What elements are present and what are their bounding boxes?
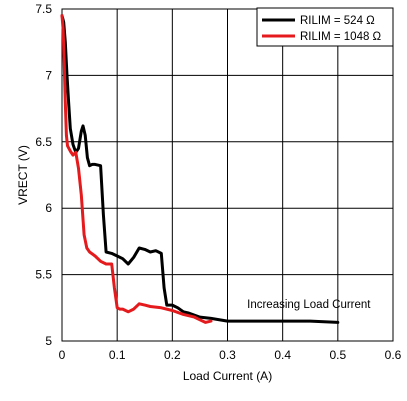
y-tick-label: 7 bbox=[45, 68, 52, 82]
y-tick-label: 7.5 bbox=[35, 2, 52, 16]
x-tick-label: 0.2 bbox=[164, 348, 181, 362]
series-line-2 bbox=[60, 14, 213, 324]
x-tick-label: 0 bbox=[59, 348, 66, 362]
series bbox=[60, 14, 340, 324]
x-tick-label: 0.4 bbox=[274, 348, 291, 362]
legend-label-1: RILIM = 524 Ω bbox=[300, 15, 375, 27]
plot-frame bbox=[61, 8, 394, 342]
series-line-1 bbox=[60, 14, 340, 324]
y-axis-label: VRECT (V) bbox=[16, 145, 30, 205]
y-tick-label: 6 bbox=[45, 201, 52, 215]
x-axis-label: Load Current (A) bbox=[183, 369, 272, 383]
legend-box bbox=[256, 7, 394, 47]
x-tick-label: 0.5 bbox=[329, 348, 346, 362]
legend: RILIM = 524 Ω RILIM = 1048 Ω bbox=[256, 7, 394, 47]
x-tick-label: 0.1 bbox=[109, 348, 126, 362]
grid bbox=[61, 8, 394, 342]
x-tick-label: 0.3 bbox=[219, 348, 236, 362]
annotation-increasing-load-current: Increasing Load Current bbox=[247, 299, 371, 311]
y-tick-label: 6.5 bbox=[35, 135, 52, 149]
legend-label-2: RILIM = 1048 Ω bbox=[300, 31, 382, 43]
x-tick-label: 0.6 bbox=[385, 348, 402, 362]
tick-labels: 0 0.1 0.2 0.3 0.4 0.5 0.6 5 5.5 6 6.5 7 7.5 bbox=[35, 2, 401, 362]
y-tick-label: 5 bbox=[45, 334, 52, 348]
y-tick-label: 5.5 bbox=[35, 268, 52, 282]
